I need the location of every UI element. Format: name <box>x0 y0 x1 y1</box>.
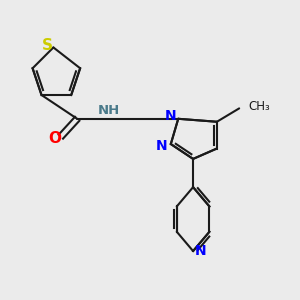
Text: NH: NH <box>97 104 119 117</box>
Text: CH₃: CH₃ <box>248 100 270 113</box>
Text: N: N <box>156 139 168 152</box>
Text: N: N <box>165 109 177 123</box>
Text: S: S <box>42 38 53 53</box>
Text: N: N <box>195 244 206 258</box>
Text: O: O <box>48 130 61 146</box>
